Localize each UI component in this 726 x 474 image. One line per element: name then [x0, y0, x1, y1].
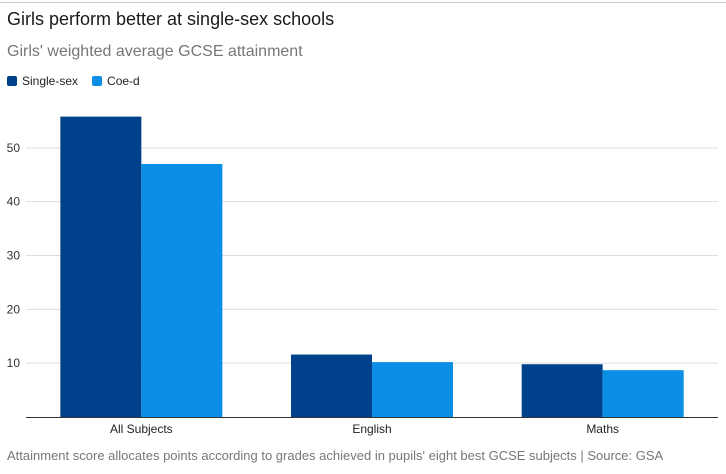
legend-label-single-sex: Single-sex [22, 74, 79, 88]
y-tick-label-40: 40 [7, 195, 21, 209]
legend: Single-sex Coe-d [7, 74, 154, 88]
bar-all-subjects-single-sex [60, 116, 142, 418]
chart-footer: Attainment score allocates points accord… [7, 448, 664, 463]
legend-label-coed: Coe-d [107, 74, 140, 88]
legend-swatch-single-sex [7, 76, 17, 86]
y-tick-label-10: 10 [7, 356, 21, 370]
bar-maths-coed [602, 370, 684, 417]
bar-english-coed [372, 362, 453, 417]
x-tick-label-english: English [352, 422, 391, 436]
x-tick-label-maths: Maths [586, 422, 619, 436]
y-tick-label-50: 50 [7, 141, 21, 155]
chart-subtitle: Girls' weighted average GCSE attainment [7, 43, 303, 60]
y-tick-label-30: 30 [7, 249, 21, 263]
bar-maths-single-sex [521, 364, 603, 417]
x-tick-label-all-subjects: All Subjects [110, 422, 173, 436]
top-rule [0, 2, 726, 3]
bar-all-subjects-coed [141, 163, 223, 417]
legend-swatch-coed [92, 76, 103, 86]
bar-english-single-sex [291, 354, 372, 417]
legend-item-coed: Coe-d [92, 74, 140, 88]
legend-item-single-sex: Single-sex [7, 74, 78, 88]
chart-title: Girls perform better at single-sex schoo… [7, 9, 335, 29]
y-tick-label-20: 20 [7, 302, 21, 316]
